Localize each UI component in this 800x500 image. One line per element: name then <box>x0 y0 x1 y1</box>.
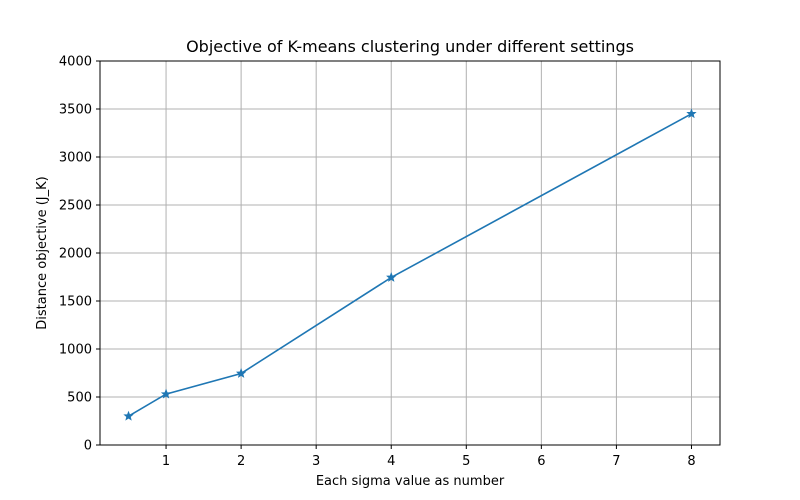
y-tick-label: 2000 <box>59 247 92 262</box>
chart-title: Objective of K-means clustering under di… <box>186 37 634 56</box>
series-layer <box>123 108 697 421</box>
x-axis-label: Each sigma value as number <box>316 474 505 489</box>
x-tick-label: 1 <box>162 454 170 469</box>
y-tick-label: 1000 <box>59 343 92 358</box>
x-tick-label: 5 <box>462 454 470 469</box>
x-tick-label: 4 <box>387 454 395 469</box>
y-tick-label: 2500 <box>59 199 92 214</box>
data-point-marker <box>386 272 397 282</box>
data-point-marker <box>123 410 134 421</box>
x-tick-label: 2 <box>237 454 245 469</box>
x-tick-label: 3 <box>312 454 320 469</box>
x-axis-ticks: 1 2 3 4 5 6 7 8 <box>162 445 696 469</box>
y-tick-label: 3000 <box>59 151 92 166</box>
y-axis-ticks: 0 500 1000 1500 2000 2500 3000 3500 4000 <box>59 55 100 454</box>
data-point-marker <box>235 368 247 378</box>
data-point-marker <box>686 108 697 119</box>
series-line <box>128 113 692 417</box>
y-tick-label: 500 <box>67 391 92 406</box>
y-tick-label: 4000 <box>59 55 92 70</box>
x-tick-label: 6 <box>537 454 545 469</box>
y-tick-label: 3500 <box>59 103 92 118</box>
y-tick-label: 1500 <box>59 295 92 310</box>
x-tick-label: 8 <box>687 454 695 469</box>
y-tick-label: 0 <box>84 439 92 454</box>
y-axis-label: Distance objective (J_K) <box>35 176 50 329</box>
x-tick-label: 7 <box>612 454 620 469</box>
data-point-marker <box>160 388 172 399</box>
